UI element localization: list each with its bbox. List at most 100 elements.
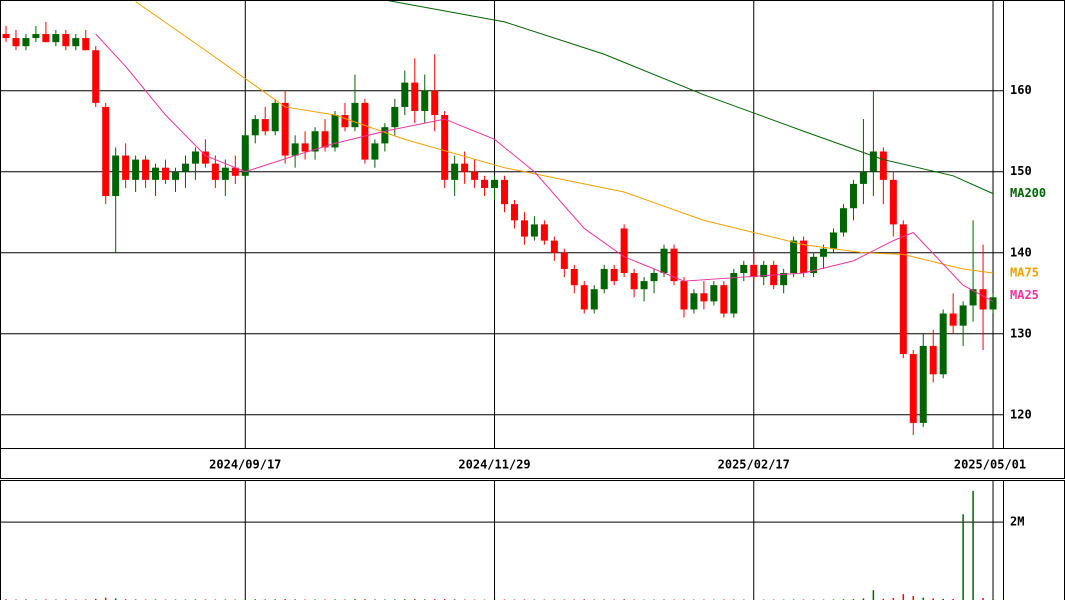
candle-body — [271, 102, 279, 132]
candle-body — [501, 179, 508, 205]
candle-body — [690, 293, 698, 310]
candle-body — [700, 293, 708, 302]
candle-body — [600, 268, 608, 290]
legend-label: MA75 — [1010, 266, 1039, 280]
volume-bar — [922, 597, 924, 600]
candle-body — [241, 135, 249, 176]
candle-body — [570, 268, 578, 286]
candle-body — [2, 34, 10, 39]
y-tick-label: 130 — [1010, 326, 1032, 340]
y-tick-label: 140 — [1010, 245, 1032, 259]
candle-body — [820, 248, 828, 257]
candle-body — [32, 34, 40, 39]
candle-body — [680, 281, 688, 310]
candle-body — [830, 232, 838, 249]
candle-body — [481, 179, 489, 188]
candle-body — [431, 90, 439, 116]
candle-body — [630, 273, 638, 290]
candle-body — [989, 297, 997, 310]
volume-bar — [882, 598, 885, 600]
candle-body — [132, 159, 140, 180]
candle-body — [899, 224, 907, 355]
candle-body — [720, 285, 728, 314]
candle-body — [102, 106, 110, 197]
volume-tick-label: 2M — [1010, 515, 1024, 529]
candle-body — [919, 345, 927, 423]
candle-body — [191, 151, 199, 164]
candle-body — [22, 38, 30, 47]
candle-body — [162, 167, 170, 180]
candle-body — [451, 163, 459, 180]
candle-body — [810, 256, 818, 274]
candle-body — [849, 183, 857, 209]
candle-body — [530, 224, 538, 237]
x-tick-label: 2025/02/17 — [718, 458, 790, 472]
candle-body — [341, 115, 349, 128]
moving-average-line — [384, 0, 994, 195]
volume-bar — [982, 598, 984, 600]
candle-body — [361, 102, 369, 160]
candle-body — [760, 264, 768, 278]
y-tick-label: 120 — [1010, 407, 1032, 421]
candle-body — [251, 119, 259, 136]
volume-bar — [912, 596, 915, 600]
candle-body — [231, 167, 239, 176]
candle-body — [550, 240, 558, 253]
candle-body — [939, 313, 947, 375]
candle-body — [201, 151, 209, 164]
volume-bar — [972, 490, 974, 600]
candle-body — [540, 224, 548, 241]
candle-body — [301, 143, 309, 152]
candle-body — [979, 289, 987, 310]
candle-body — [401, 82, 409, 107]
candle-body — [311, 131, 319, 152]
candle-body — [321, 131, 329, 148]
candle-body — [411, 82, 419, 111]
candle-body — [471, 171, 479, 180]
candle-body — [152, 167, 160, 180]
candle-body — [580, 285, 588, 310]
x-tick-label: 2025/05/01 — [954, 458, 1026, 472]
candle-body — [371, 143, 379, 160]
candle-body — [839, 208, 847, 233]
volume-bar — [962, 514, 964, 600]
candle-body — [181, 163, 189, 172]
candle-body — [620, 228, 628, 274]
volume-bar — [114, 598, 117, 600]
candle-body — [929, 345, 937, 375]
candle-body — [790, 240, 798, 274]
volume-bar — [942, 598, 944, 600]
candle-body — [211, 163, 219, 180]
candle-body — [82, 38, 90, 51]
moving-average-line — [95, 33, 994, 302]
candle-body — [590, 289, 598, 310]
candle-body — [560, 252, 568, 269]
candle-body — [909, 354, 917, 423]
candle-body — [122, 155, 130, 180]
candle-body — [520, 220, 528, 237]
candle-body — [52, 34, 60, 43]
candle-body — [750, 264, 758, 278]
candle-body — [949, 313, 957, 326]
candle-body — [351, 102, 359, 128]
candle-body — [72, 38, 80, 47]
candle-body — [740, 264, 748, 274]
candle-body — [221, 167, 229, 180]
candle-body — [710, 285, 718, 302]
candle-body — [510, 204, 518, 221]
legend-label: MA25 — [1010, 288, 1039, 302]
legend-label: MA200 — [1010, 186, 1046, 200]
volume-bar — [892, 598, 895, 600]
candle-body — [112, 155, 120, 197]
candle-body — [859, 171, 867, 184]
candle-body — [461, 163, 469, 172]
candle-body — [730, 273, 738, 314]
y-tick-label: 150 — [1010, 164, 1032, 178]
candle-body — [670, 248, 678, 282]
candle-body — [879, 151, 887, 180]
candle-body — [42, 34, 50, 43]
volume-bar — [104, 597, 107, 600]
volume-bar — [94, 598, 97, 600]
